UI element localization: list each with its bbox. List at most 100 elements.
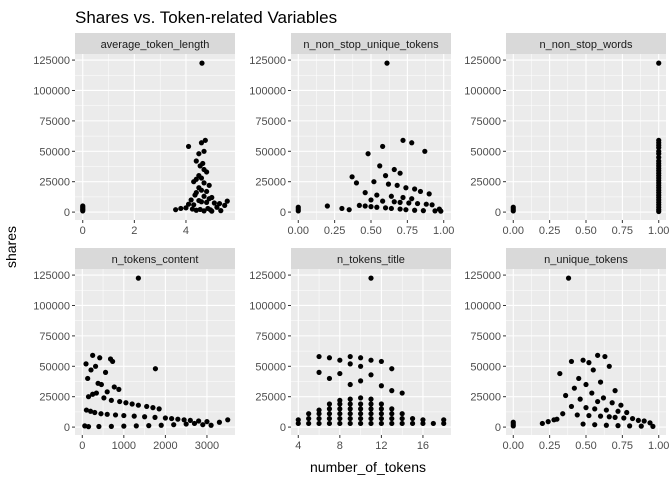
data-point [621,415,627,421]
data-point [606,414,612,420]
data-point [108,397,114,403]
data-point [326,375,333,382]
data-point [389,411,395,417]
data-point [568,403,575,410]
facet-panel-n-unique-tokens: n_unique_tokens 0 25000 50000 75000 100000 125… [464,248,669,452]
data-point [188,197,194,203]
data-point [216,200,223,207]
data-point [384,60,390,66]
facet-strip-label: average_token_length [101,39,210,51]
data-point [326,355,333,361]
data-point [429,202,435,208]
data-point [133,423,139,429]
data-point [347,381,353,388]
facet-strip [506,248,666,269]
data-point [349,174,355,180]
data-point [612,414,618,420]
data-point [374,204,380,210]
data-point [337,415,343,422]
data-point [568,358,575,365]
facet-strip [291,248,451,269]
data-point [199,60,205,66]
y-tick-label: 75000 [39,331,70,343]
y-tick-label: 25000 [255,177,286,189]
data-point [224,198,230,204]
chart-title: Shares vs. Token-related Variables [75,8,337,27]
data-point [378,411,384,417]
facet-strip-label: n_tokens_content [112,254,199,266]
data-point [576,375,582,382]
data-point [326,401,333,407]
data-point [121,412,127,419]
data-point [382,173,389,179]
data-point [225,417,231,423]
data-point [123,400,129,406]
data-point [391,166,397,173]
data-point [116,386,122,392]
data-point [316,407,322,413]
data-point [198,187,205,193]
x-tick-label: 0 [79,440,85,452]
data-point [353,180,360,186]
x-tick-label: 8 [337,440,343,452]
data-point [368,372,374,378]
y-tick-label: 0 [280,422,286,434]
data-point [358,378,364,384]
data-point [142,414,148,420]
data-point [417,188,424,195]
data-point [403,207,409,213]
data-point [102,369,109,375]
data-point [108,423,114,429]
data-point [175,416,181,422]
y-tick-label: 25000 [470,392,501,404]
data-point [121,423,127,429]
data-point [577,396,583,402]
data-point [388,205,394,212]
data-point [635,417,641,424]
y-tick-label: 25000 [39,177,70,189]
data-point [382,205,389,211]
data-point [171,422,177,428]
data-point [586,360,592,366]
x-tick-label: 0.25 [539,225,560,237]
data-point [337,397,343,403]
y-tick-label: 25000 [470,177,501,189]
data-point [111,384,117,390]
data-point [183,205,189,211]
data-point [412,207,418,213]
data-point [399,420,405,427]
data-point [337,411,343,417]
data-point [397,199,403,205]
x-tick-label: 4 [183,225,189,237]
y-tick-label: 0 [64,207,70,219]
data-point [104,411,110,417]
facet-panel-n-non-stop-unique-tokens: n_non_stop_unique_tokens 0 25000 50000 75000… [249,33,454,237]
data-point [92,363,99,369]
data-point [430,420,436,427]
data-point [389,415,395,422]
data-point [368,401,374,407]
x-tick-label: 1000 [112,440,136,452]
facet-panel-n-tokens-content: n_tokens_content 0 25000 50000 75000 100000 12… [33,248,235,452]
y-tick-label: 25000 [39,392,70,404]
data-point [83,407,90,413]
data-point [389,388,395,394]
y-tick-label: 0 [495,207,501,219]
data-point [200,422,206,428]
data-point [583,405,589,411]
data-point [603,422,609,428]
y-tick-label: 50000 [470,361,501,373]
data-point [98,381,104,388]
data-point [156,406,162,412]
data-point [403,185,409,191]
data-point [117,398,123,405]
data-point [196,151,202,157]
y-tick-label: 50000 [39,146,70,158]
facet-strip-label: n_unique_tokens [544,254,628,266]
facet-panel-average-token-length: average_token_length 0 25000 50000 75000 1000… [33,33,235,237]
data-point [202,137,208,143]
data-point [595,352,601,358]
data-point [641,418,647,424]
data-point [565,275,572,281]
